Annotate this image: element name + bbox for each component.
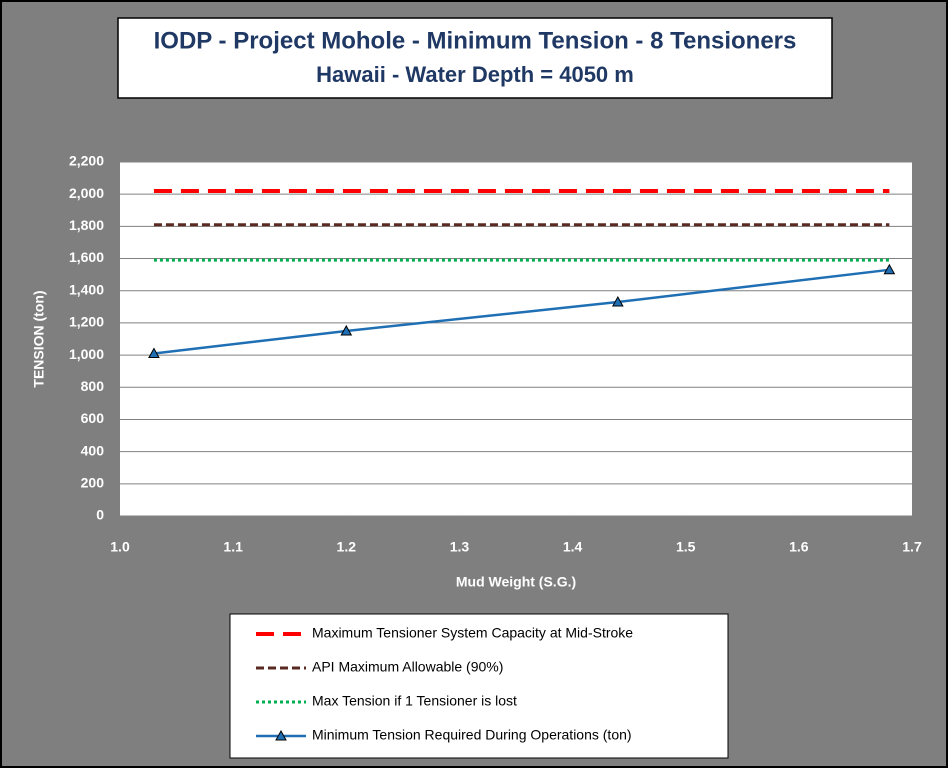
plot-area bbox=[120, 162, 912, 516]
y-tick-label: 200 bbox=[81, 475, 105, 491]
y-axis-title: TENSION (ton) bbox=[31, 290, 47, 387]
x-tick-label: 1.4 bbox=[563, 539, 583, 555]
chart-subtitle: Hawaii - Water Depth = 4050 m bbox=[316, 62, 634, 87]
y-tick-label: 400 bbox=[81, 442, 105, 458]
x-tick-label: 1.7 bbox=[902, 539, 922, 555]
x-tick-label: 1.6 bbox=[789, 539, 809, 555]
data-point bbox=[611, 295, 624, 307]
legend-label: API Maximum Allowable (90%) bbox=[312, 659, 503, 675]
y-tick-label: 800 bbox=[81, 378, 105, 394]
x-tick-label: 1.0 bbox=[110, 539, 130, 555]
legend-label: Max Tension if 1 Tensioner is lost bbox=[312, 693, 517, 709]
y-tick-label: 600 bbox=[81, 410, 105, 426]
y-tick-label: 1,600 bbox=[69, 249, 104, 265]
legend-label: Minimum Tension Required During Operatio… bbox=[312, 727, 632, 743]
y-tick-label: 1,800 bbox=[69, 217, 104, 233]
title-box bbox=[117, 17, 833, 99]
y-tick-label: 1,000 bbox=[69, 346, 104, 362]
x-tick-label: 1.1 bbox=[223, 539, 243, 555]
data-point bbox=[148, 347, 160, 358]
legend-label: Maximum Tensioner System Capacity at Mid… bbox=[312, 625, 633, 641]
x-tick-label: 1.2 bbox=[337, 539, 357, 555]
y-tick-label: 2,200 bbox=[69, 153, 104, 169]
legend bbox=[229, 613, 729, 759]
y-tick-label: 1,400 bbox=[69, 281, 104, 297]
x-axis-title: Mud Weight (S.G.) bbox=[456, 574, 576, 590]
y-tick-label: 0 bbox=[96, 507, 104, 523]
series-line bbox=[153, 268, 890, 355]
data-point bbox=[340, 324, 353, 336]
legend-marker bbox=[275, 729, 287, 741]
y-tick-label: 1,200 bbox=[69, 314, 104, 330]
y-tick-label: 2,000 bbox=[69, 185, 104, 201]
x-tick-label: 1.3 bbox=[450, 539, 470, 555]
data-point bbox=[883, 263, 896, 275]
x-tick-label: 1.5 bbox=[676, 539, 696, 555]
chart-title: IODP - Project Mohole - Minimum Tension … bbox=[154, 27, 797, 54]
